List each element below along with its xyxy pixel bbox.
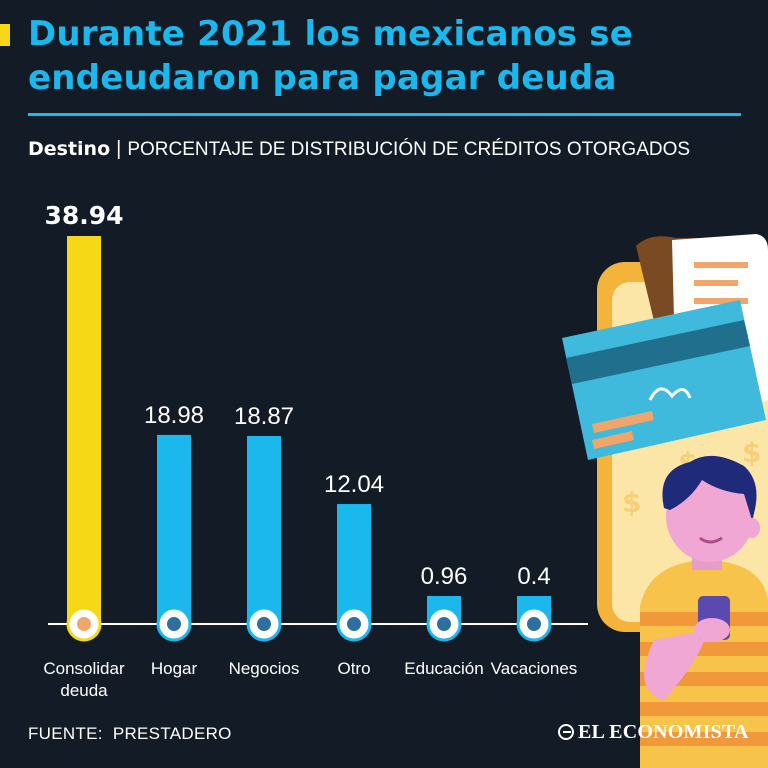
card-signature (648, 387, 692, 401)
category-label-4: Otro (337, 659, 370, 678)
subtitle-rest: PORCENTAJE DE DISTRIBUCIÓN DE CRÉDITOS O… (127, 139, 691, 160)
bar-1 (67, 236, 101, 624)
bars-group (67, 236, 551, 624)
bar-4 (337, 504, 371, 624)
card-number (592, 411, 654, 433)
value-label-3: 18.87 (234, 403, 294, 430)
category-label-3: Negocios (229, 659, 300, 678)
graduation-icon-glyph (437, 617, 451, 631)
subtitle-separator: | (116, 138, 122, 160)
value-label-2: 18.98 (144, 402, 204, 429)
title-divider (28, 113, 741, 116)
value-label-5: 0.96 (421, 563, 468, 590)
dollar-sign-icon: $ (742, 436, 761, 469)
category-label-6: Vacaciones (491, 659, 578, 678)
person-illustration (640, 455, 768, 768)
card-icon-glyph (347, 617, 361, 631)
source-value: PRESTADERO (112, 724, 232, 743)
category-label-1: deuda (60, 681, 108, 700)
subtitle-bold: Destino (28, 138, 111, 160)
page-title: Durante 2021 los mexicanos se endeudaron… (28, 12, 748, 100)
category-label-5: Educación (404, 659, 483, 678)
receipt-line (694, 298, 748, 304)
dollar-sign-icon: $ (622, 486, 641, 519)
card-stripe (566, 320, 750, 384)
person-hair (662, 455, 757, 520)
receipt-line (694, 262, 748, 268)
category-label-1: Consolidar (43, 659, 125, 678)
category-icons-group (66, 606, 552, 642)
debt-hand-icon-glyph (77, 617, 91, 631)
card-number (592, 431, 634, 449)
person-ear (744, 518, 760, 538)
category-label-2: Hogar (151, 659, 198, 678)
source-note: FUENTE: PRESTADERO (28, 724, 232, 744)
shirt-stripe (640, 702, 768, 716)
person-hand (694, 618, 730, 642)
chart-subtitle: Destino | PORCENTAJE DE DISTRIBUCIÓN DE CR… (28, 137, 748, 162)
shirt-stripe (640, 732, 768, 746)
bar-3 (247, 435, 281, 624)
source-label: FUENTE: (28, 724, 103, 743)
person-mouth (699, 536, 723, 544)
value-labels-group: 38.94 18.98 18.87 12.04 0.96 0.4 (44, 201, 550, 590)
value-label-1: 38.94 (44, 201, 123, 230)
brand-icon (558, 724, 574, 740)
accent-bar (0, 24, 10, 46)
brand-logo: EL ECONOMISTA (558, 721, 749, 744)
title-line-2: endeudaron para pagar deuda (28, 58, 617, 98)
receipt-line (694, 280, 738, 286)
value-label-4: 12.04 (324, 471, 384, 498)
brand-name: EL ECONOMISTA (578, 721, 749, 743)
person-arm (644, 630, 708, 700)
category-labels-group: Consolidar deuda Hogar Negocios Otro Educació… (43, 659, 577, 700)
business-icon-glyph (257, 617, 271, 631)
travel-icon-glyph (527, 617, 541, 631)
credit-card-illustration (562, 300, 766, 460)
value-label-6: 0.4 (517, 563, 550, 590)
bar-2 (157, 434, 191, 624)
title-line-1: Durante 2021 los mexicanos se (28, 14, 633, 54)
house-icon-glyph (167, 617, 181, 631)
